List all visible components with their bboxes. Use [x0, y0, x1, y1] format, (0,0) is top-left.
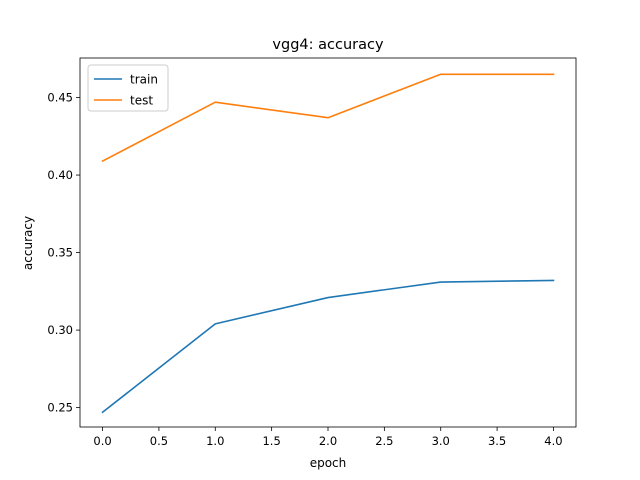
- legend: train test: [87, 64, 169, 112]
- x-tick-label: 4.0: [544, 434, 562, 448]
- series-line-test: [101, 73, 555, 163]
- plot-axes: 0.0 0.5 1.0 1.5 2.0 2.5 3.0 3.5 4.0 0.25 0.30 0.35 0…: [47, 57, 577, 448]
- x-tick-label: 2.5: [375, 434, 393, 448]
- chart-title: vgg4: accuracy: [272, 37, 384, 53]
- x-tick-label: 0.0: [93, 434, 111, 448]
- legend-label-test: test: [130, 94, 153, 108]
- y-tick-label: 0.45: [47, 91, 73, 105]
- y-tick-label: 0.25: [47, 401, 73, 415]
- series-line-train: [101, 279, 555, 414]
- x-tick-label: 1.5: [262, 434, 280, 448]
- y-tick-label: 0.35: [47, 246, 73, 260]
- x-tick-label: 2.0: [319, 434, 337, 448]
- x-tick-label: 1.0: [206, 434, 224, 448]
- x-axis-label: epoch: [310, 456, 347, 470]
- legend-label-train: train: [130, 73, 158, 87]
- y-axis-label: accuracy: [21, 216, 35, 270]
- x-tick-label: 3.0: [432, 434, 450, 448]
- y-tick-label: 0.30: [47, 323, 73, 337]
- x-tick-label: 0.5: [150, 434, 168, 448]
- y-tick-label: 0.40: [47, 168, 73, 182]
- x-tick-label: 3.5: [488, 434, 506, 448]
